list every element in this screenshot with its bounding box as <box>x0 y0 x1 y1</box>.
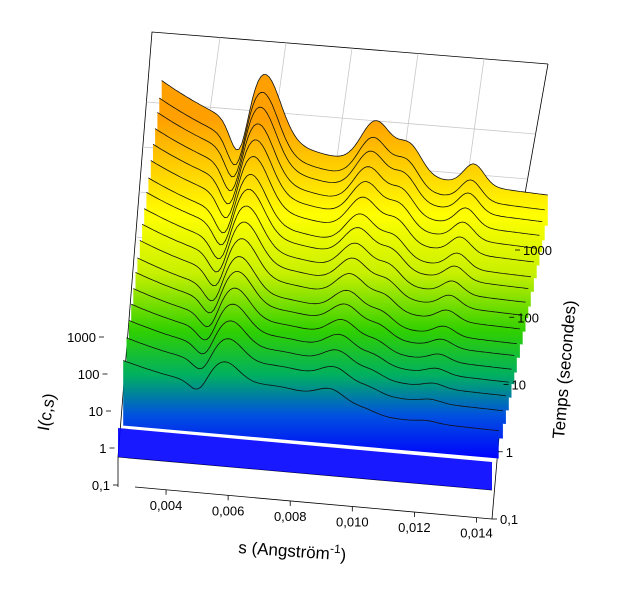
time-tick-label: 1 <box>506 445 513 460</box>
intensity-tick-label: 0,1 <box>92 478 110 493</box>
series-line <box>159 91 545 211</box>
time-tick-label: 10 <box>512 378 526 393</box>
series-line <box>141 221 523 316</box>
series-line <box>146 188 529 289</box>
series-line <box>126 337 503 412</box>
series-line <box>152 139 537 249</box>
series-line <box>137 256 517 345</box>
series-fill <box>123 360 499 459</box>
x-axis-label-sup: -1 <box>330 541 342 556</box>
x-tick-label: 0,014 <box>460 526 493 541</box>
intensity-axis-label: I(c,s) <box>34 392 59 433</box>
time-tick-label: 100 <box>517 310 539 325</box>
x-tick-label: 0,008 <box>274 509 307 524</box>
x-tick-label: 0,012 <box>398 520 431 535</box>
frame-x-axis-line <box>134 486 493 520</box>
intensity-axis-ticks: 0,1 1 10 100 1000 <box>67 330 118 493</box>
x-tick-label: 0,004 <box>150 498 183 513</box>
series-line <box>139 238 520 330</box>
frame-back-edges <box>117 31 549 458</box>
series-line <box>135 271 515 356</box>
time-tick-label: 0,1 <box>500 512 518 527</box>
series-line <box>150 156 534 263</box>
surface-curves <box>118 73 548 490</box>
series-line <box>133 287 512 370</box>
time-axis-label: Temps (secondes) <box>549 300 580 440</box>
series-line <box>131 303 509 383</box>
x-tick-label: 0,010 <box>336 514 369 529</box>
series-line <box>128 320 506 397</box>
intensity-tick-label: 1000 <box>67 330 96 345</box>
x-axis-label-main: s (Angström <box>238 538 331 563</box>
series-line <box>148 174 531 278</box>
grid-line <box>146 101 536 135</box>
x-axis-ticks: 0,004 0,006 0,008 0,010 0,012 0,014 <box>150 489 493 541</box>
x-tick-label: 0,006 <box>212 503 245 518</box>
floor-band <box>118 428 492 490</box>
time-tick-label: 1000 <box>523 243 552 258</box>
x-axis-label: s (Angström-1) <box>238 535 347 564</box>
intensity-tick-label: 100 <box>78 367 100 382</box>
x-axis-label-close: ) <box>340 545 347 564</box>
series-line <box>154 123 540 236</box>
intensity-tick-label: 10 <box>89 404 103 419</box>
time-axis-ticks: 0,1 1 10 100 1000 <box>492 243 552 527</box>
intensity-tick-label: 1 <box>99 441 106 456</box>
series-line <box>144 205 526 303</box>
series-line <box>161 73 548 196</box>
series-line <box>157 106 543 222</box>
series-line <box>123 360 499 432</box>
